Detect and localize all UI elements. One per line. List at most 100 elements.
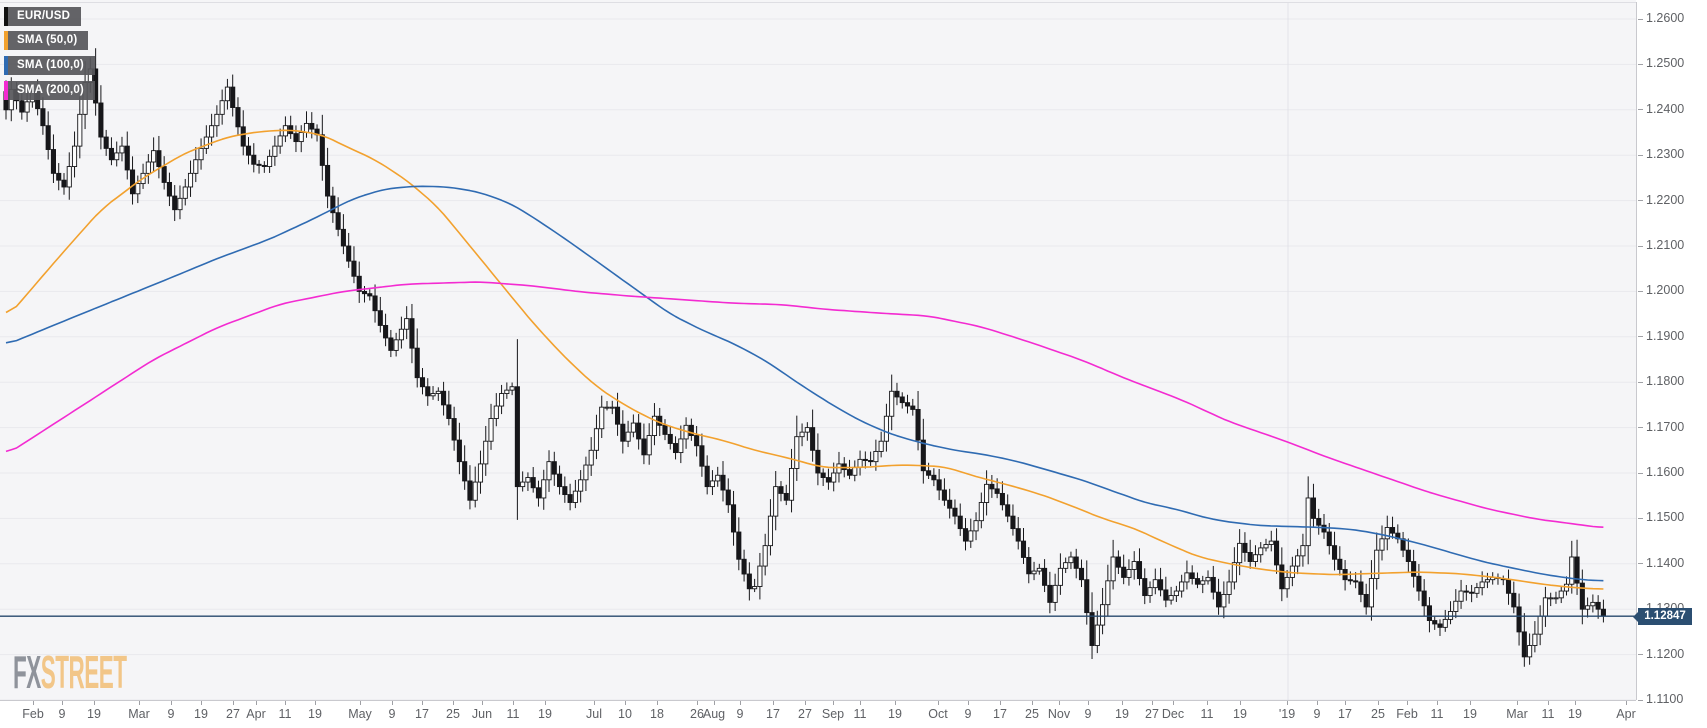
x-axis-tick (1437, 701, 1438, 705)
x-axis-label: 11 (1541, 707, 1555, 721)
x-axis-tick (1470, 701, 1471, 705)
y-axis-label: 1.1800 (1646, 374, 1685, 389)
y-axis-tick (1638, 18, 1643, 20)
x-axis-label: 19 (1233, 707, 1247, 721)
x-axis-tick (1575, 701, 1576, 705)
fxstreet-logo: FXSTREET (13, 646, 127, 699)
x-axis-tick (1173, 701, 1174, 705)
y-axis-label: 1.2600 (1646, 11, 1685, 25)
y-axis-tick (1638, 245, 1643, 247)
y-axis-tick (1638, 381, 1643, 383)
x-axis-tick (860, 701, 861, 705)
y-axis-label: 1.1900 (1646, 328, 1685, 343)
x-axis-tick (938, 701, 939, 705)
y-axis-label: 1.2400 (1646, 101, 1685, 116)
x-axis-label: 25 (1371, 707, 1385, 721)
x-axis-tick (1240, 701, 1241, 705)
x-axis-label: Oct (928, 707, 948, 721)
x-axis-label: 19 (1463, 707, 1477, 721)
x-axis-tick (1287, 701, 1288, 705)
x-axis-label: Apr (246, 707, 266, 721)
y-axis-tick (1638, 427, 1643, 429)
x-axis-label: 11 (506, 707, 520, 721)
y-axis-tick (1638, 699, 1643, 701)
x-axis-tick (714, 701, 715, 705)
legend-sma100[interactable]: SMA (100,0) (4, 56, 95, 75)
x-axis-tick (968, 701, 969, 705)
y-axis-tick (1638, 63, 1643, 65)
y-axis-label: 1.1100 (1646, 692, 1684, 706)
x-axis-tick (1626, 701, 1627, 705)
x-axis-tick (1317, 701, 1318, 705)
line-sma-200-0- (5, 281, 1604, 528)
x-axis-tick (1032, 701, 1033, 705)
y-axis-tick (1638, 290, 1643, 292)
x-axis-tick (545, 701, 546, 705)
fxstreet-logo-street: STREET (40, 646, 127, 699)
x-axis-label: 11 (1430, 707, 1444, 721)
x-axis-tick (1152, 701, 1153, 705)
x-axis-label: 11 (1200, 707, 1214, 721)
x-axis-tick (895, 701, 896, 705)
x-axis-label: '19 (1278, 707, 1296, 721)
x-axis-tick (625, 701, 626, 705)
x-axis-label: 19 (1115, 707, 1129, 721)
legend-sma200[interactable]: SMA (200,0) (4, 81, 95, 100)
y-axis-tick (1638, 200, 1643, 202)
fxstreet-logo-fx: FX (13, 646, 41, 699)
x-axis-tick (482, 701, 483, 705)
x-axis-label: 19 (538, 707, 552, 721)
price-axis-area[interactable] (1637, 0, 1707, 728)
y-axis-label: 1.2300 (1646, 147, 1685, 162)
y-axis-tick (1638, 154, 1643, 156)
x-axis-label: May (348, 707, 372, 721)
x-axis-tick (1059, 701, 1060, 705)
y-axis-label: 1.1200 (1646, 646, 1685, 661)
x-axis-tick (201, 701, 202, 705)
sma200-label: SMA (200,0) (8, 81, 95, 100)
x-axis-tick (62, 701, 63, 705)
x-axis-label: 9 (58, 707, 66, 721)
x-axis-tick (233, 701, 234, 705)
y-axis-label: 1.2000 (1646, 283, 1685, 298)
y-axis-label: 1.2500 (1646, 56, 1685, 71)
x-axis-label: 9 (964, 707, 972, 721)
time-axis-area[interactable] (0, 701, 1707, 728)
sma50-color-chip (4, 31, 8, 50)
legend-sma50[interactable]: SMA (50,0) (4, 31, 89, 50)
x-axis-label: 19 (888, 707, 902, 721)
symbol-label: EUR/USD (8, 7, 82, 26)
x-axis-tick (657, 701, 658, 705)
sma100-label: SMA (100,0) (8, 56, 95, 75)
x-axis-tick (1407, 701, 1408, 705)
x-axis-tick (1345, 701, 1346, 705)
x-axis-label: 9 (167, 707, 175, 721)
x-axis-label: Mar (128, 707, 150, 721)
x-axis-label: Mar (1506, 707, 1528, 721)
sma100-color-chip (4, 56, 8, 75)
x-axis-label: 19 (308, 707, 322, 721)
x-axis-label: Feb (22, 707, 44, 721)
price-chart-canvas[interactable] (0, 0, 1636, 700)
x-axis-label: 17 (766, 707, 780, 721)
x-axis-tick (1378, 701, 1379, 705)
y-axis-label: 1.1400 (1646, 555, 1685, 570)
plot-top-border (0, 2, 1707, 3)
y-axis-tick (1638, 109, 1643, 111)
x-axis-label: Apr (1616, 707, 1636, 721)
line-sma-50-0- (5, 129, 1604, 590)
y-axis-tick (1638, 654, 1643, 656)
symbol-badge[interactable]: EUR/USD (4, 7, 82, 26)
x-axis-label: Nov (1047, 707, 1071, 721)
x-axis-label: 9 (736, 707, 744, 721)
x-axis-label: 9 (1084, 707, 1092, 721)
plot-bottom-border (0, 700, 1636, 701)
x-axis-label: 10 (618, 707, 632, 721)
x-axis-tick (805, 701, 806, 705)
x-axis-tick (453, 701, 454, 705)
gridlines (0, 2, 1636, 700)
sma50-label: SMA (50,0) (8, 31, 89, 50)
x-axis-label: 9 (388, 707, 396, 721)
sma200-color-chip (4, 81, 8, 100)
